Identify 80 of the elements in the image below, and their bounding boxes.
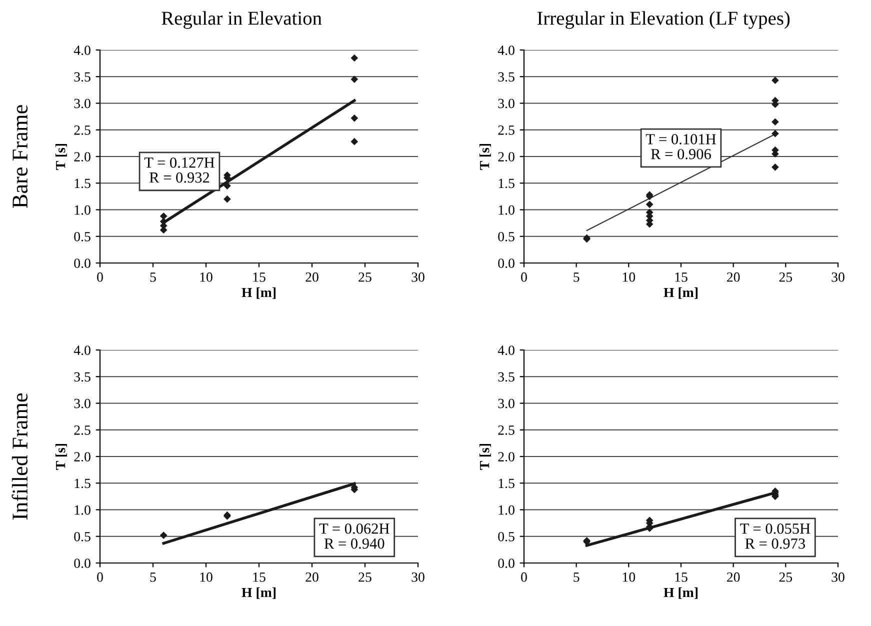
y-tick-label: 3.0 (74, 398, 90, 408)
y-tick-label: 2.5 (74, 125, 90, 135)
y-tick-label: 0.0 (498, 258, 514, 268)
x-tick-label: 30 (412, 272, 424, 282)
y-tick-label: 2.0 (74, 152, 90, 162)
y-tick-label: 3.0 (498, 98, 514, 108)
x-tick-label: 0 (97, 572, 103, 582)
x-tick-label: 20 (306, 572, 318, 582)
x-axis-title: H [m] (242, 287, 276, 299)
y-tick-label: 4.0 (498, 46, 514, 56)
x-tick-label: 20 (727, 572, 740, 582)
y-tick-label: 4.0 (74, 346, 90, 356)
y-tick-label: 0.5 (74, 532, 90, 542)
x-tick-label: 15 (253, 572, 266, 582)
x-tick-label: 5 (150, 272, 156, 282)
x-tick-label: 0 (521, 272, 527, 282)
x-tick-label: 10 (200, 272, 212, 282)
y-tick-label: 2.0 (74, 452, 90, 462)
y-tick-label: 2.0 (498, 152, 514, 162)
y-tick-label: 0.0 (74, 258, 90, 268)
x-tick-label: 30 (832, 572, 844, 582)
chart-title: Regular in Elevation (162, 11, 322, 29)
x-axis-title: H [m] (242, 587, 276, 599)
annotation: T = 0.101H R = 0.906 (646, 134, 716, 160)
x-tick-label: 25 (779, 572, 792, 582)
y-tick-label: 1.0 (498, 205, 514, 215)
x-tick-label: 15 (253, 272, 266, 282)
x-tick-label: 10 (622, 572, 636, 582)
y-tick-label: 1.0 (74, 505, 90, 515)
x-tick-label: 25 (358, 572, 372, 582)
y-tick-label: 3.5 (498, 372, 514, 382)
x-tick-label: 30 (832, 272, 844, 282)
annotation: T = 0.055H R = 0.973 (740, 523, 810, 549)
y-tick-label: 1.5 (74, 478, 90, 488)
text: Infilled Frame (12, 393, 28, 520)
x-tick-label: 0 (521, 572, 527, 582)
y-tick-label: 1.5 (498, 178, 514, 188)
y-tick-label: 3.5 (74, 372, 90, 382)
y-axis-title: T [s] (479, 144, 491, 170)
x-tick-label: 5 (150, 572, 156, 582)
x-tick-label: 10 (622, 272, 636, 282)
chart-title: Irregular in Elevation (LF types) (537, 11, 790, 29)
y-tick-label: 0.5 (74, 232, 90, 242)
x-tick-label: 25 (779, 272, 792, 282)
x-tick-label: 30 (412, 572, 424, 582)
y-axis-title: T [s] (479, 444, 491, 470)
x-tick-label: 5 (574, 272, 580, 282)
x-tick-label: 15 (675, 272, 688, 282)
x-tick-label: 5 (574, 572, 580, 582)
annotation: T = 0.062H R = 0.940 (319, 523, 390, 549)
y-axis-title: T [s] (55, 444, 67, 470)
y-tick-label: 1.5 (74, 178, 90, 188)
x-tick-label: 0 (97, 272, 103, 282)
y-tick-label: 3.5 (74, 72, 90, 82)
x-tick-label: 25 (358, 272, 372, 282)
y-tick-label: 0.0 (74, 558, 90, 568)
x-axis-title: H [m] (664, 587, 698, 599)
y-tick-label: 4.0 (74, 46, 90, 56)
y-tick-label: 1.0 (498, 505, 514, 515)
y-axis-title: T [s] (55, 144, 67, 170)
x-tick-label: 20 (727, 272, 740, 282)
text: Bare Frame (12, 105, 28, 208)
y-tick-label: 1.5 (498, 478, 514, 488)
x-tick-label: 20 (306, 272, 318, 282)
y-tick-label: 3.0 (74, 98, 90, 108)
x-axis-title: H [m] (664, 287, 698, 299)
y-tick-label: 2.0 (498, 452, 514, 462)
y-tick-label: 0.5 (498, 232, 514, 242)
annotation: T = 0.127H R = 0.932 (144, 157, 214, 183)
y-tick-label: 4.0 (498, 346, 514, 356)
y-tick-label: 0.5 (498, 532, 514, 542)
y-tick-label: 0.0 (498, 558, 514, 568)
y-tick-label: 3.5 (498, 72, 514, 82)
y-tick-label: 2.5 (74, 425, 90, 435)
y-tick-label: 3.0 (498, 398, 514, 408)
y-tick-label: 2.5 (498, 425, 514, 435)
y-tick-label: 2.5 (498, 125, 514, 135)
x-tick-label: 15 (675, 572, 688, 582)
x-tick-label: 10 (200, 572, 212, 582)
y-tick-label: 1.0 (74, 205, 90, 215)
